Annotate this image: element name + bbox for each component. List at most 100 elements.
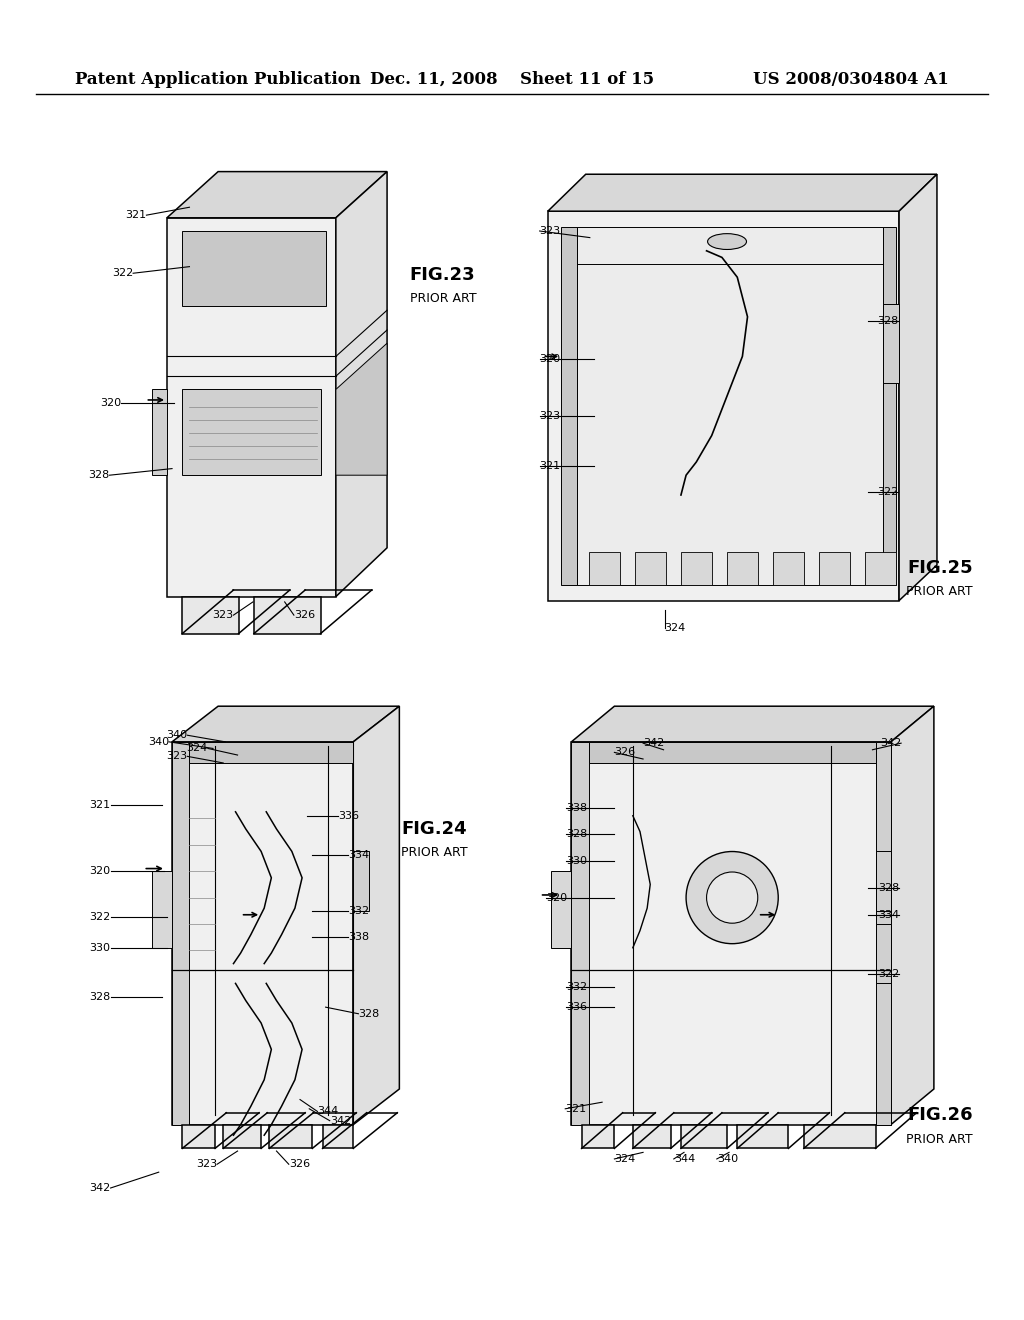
Text: 328: 328 <box>358 1008 380 1019</box>
Text: 323: 323 <box>540 411 561 421</box>
Text: 336: 336 <box>338 810 359 821</box>
Text: FIG.24: FIG.24 <box>401 820 467 838</box>
Polygon shape <box>223 1125 261 1148</box>
Polygon shape <box>876 924 891 983</box>
Polygon shape <box>571 706 934 742</box>
Text: 338: 338 <box>348 932 370 942</box>
Polygon shape <box>152 871 172 948</box>
Text: 323: 323 <box>196 1159 217 1170</box>
Polygon shape <box>269 1125 312 1148</box>
Text: 326: 326 <box>289 1159 310 1170</box>
Circle shape <box>707 873 758 923</box>
Polygon shape <box>189 742 353 763</box>
Polygon shape <box>773 552 804 585</box>
Text: 323: 323 <box>540 226 561 236</box>
Text: 324: 324 <box>186 743 208 754</box>
Text: 328: 328 <box>877 315 898 326</box>
Polygon shape <box>167 218 336 597</box>
Text: 342: 342 <box>880 738 901 748</box>
Text: 320: 320 <box>540 354 561 364</box>
Text: 321: 321 <box>565 1104 587 1114</box>
Text: 334: 334 <box>878 909 899 920</box>
Text: Dec. 11, 2008  Sheet 11 of 15: Dec. 11, 2008 Sheet 11 of 15 <box>370 71 654 87</box>
Text: Patent Application Publication: Patent Application Publication <box>75 71 360 87</box>
Text: 324: 324 <box>614 1154 636 1164</box>
Text: PRIOR ART: PRIOR ART <box>906 585 973 598</box>
Polygon shape <box>336 343 387 475</box>
Text: 322: 322 <box>89 912 111 923</box>
Text: 323: 323 <box>166 751 187 762</box>
Polygon shape <box>633 1125 671 1148</box>
Text: 320: 320 <box>546 892 567 903</box>
Text: 340: 340 <box>166 730 187 741</box>
Text: US 2008/0304804 A1: US 2008/0304804 A1 <box>754 71 949 87</box>
Polygon shape <box>172 706 399 742</box>
Text: 320: 320 <box>89 866 111 876</box>
Polygon shape <box>582 1125 614 1148</box>
Polygon shape <box>182 231 326 306</box>
Polygon shape <box>883 304 899 383</box>
Polygon shape <box>182 1125 215 1148</box>
Text: 344: 344 <box>674 1154 695 1164</box>
Text: 321: 321 <box>540 461 561 471</box>
Polygon shape <box>167 172 387 218</box>
Text: 334: 334 <box>348 850 370 861</box>
Polygon shape <box>899 174 937 601</box>
Text: 326: 326 <box>614 747 636 758</box>
Text: FIG.25: FIG.25 <box>907 558 973 577</box>
Text: 330: 330 <box>566 855 588 866</box>
Polygon shape <box>891 706 934 1125</box>
Text: 321: 321 <box>125 210 146 220</box>
Text: 344: 344 <box>317 1106 339 1117</box>
Polygon shape <box>353 851 369 911</box>
Ellipse shape <box>708 234 746 249</box>
Text: PRIOR ART: PRIOR ART <box>906 1133 973 1146</box>
Polygon shape <box>254 597 321 634</box>
Polygon shape <box>737 1125 788 1148</box>
Polygon shape <box>819 552 850 585</box>
Polygon shape <box>551 871 571 948</box>
Text: 322: 322 <box>877 487 898 498</box>
Text: 342: 342 <box>89 1183 111 1193</box>
Polygon shape <box>561 227 577 585</box>
Text: 322: 322 <box>878 969 899 979</box>
Polygon shape <box>336 172 387 597</box>
Polygon shape <box>571 742 891 1125</box>
Text: 328: 328 <box>878 883 899 894</box>
Text: 328: 328 <box>89 991 111 1002</box>
Text: 328: 328 <box>566 829 588 840</box>
Text: 330: 330 <box>89 942 111 953</box>
Polygon shape <box>571 742 589 1125</box>
Text: 320: 320 <box>99 397 121 408</box>
Text: 328: 328 <box>88 470 110 480</box>
Polygon shape <box>182 389 321 475</box>
Polygon shape <box>353 706 399 1125</box>
Polygon shape <box>323 1125 353 1148</box>
Text: 340: 340 <box>147 737 169 747</box>
Text: 340: 340 <box>717 1154 738 1164</box>
Polygon shape <box>589 552 620 585</box>
Polygon shape <box>548 174 937 211</box>
Polygon shape <box>865 552 896 585</box>
Polygon shape <box>172 742 189 1125</box>
Text: 321: 321 <box>89 800 111 810</box>
Text: 332: 332 <box>348 906 370 916</box>
Polygon shape <box>876 851 891 911</box>
Text: 326: 326 <box>294 610 315 620</box>
Text: 332: 332 <box>566 982 588 993</box>
Text: 338: 338 <box>566 803 588 813</box>
Text: 342: 342 <box>643 738 665 748</box>
Polygon shape <box>548 211 899 601</box>
Polygon shape <box>152 389 167 475</box>
Text: 336: 336 <box>566 1002 588 1012</box>
Text: FIG.23: FIG.23 <box>410 265 475 284</box>
Polygon shape <box>577 227 883 585</box>
Text: 342: 342 <box>330 1115 351 1126</box>
Polygon shape <box>635 552 666 585</box>
Polygon shape <box>804 1125 876 1148</box>
Polygon shape <box>182 597 239 634</box>
Polygon shape <box>589 742 876 763</box>
Text: PRIOR ART: PRIOR ART <box>401 846 468 859</box>
Text: PRIOR ART: PRIOR ART <box>410 292 476 305</box>
Polygon shape <box>727 552 758 585</box>
